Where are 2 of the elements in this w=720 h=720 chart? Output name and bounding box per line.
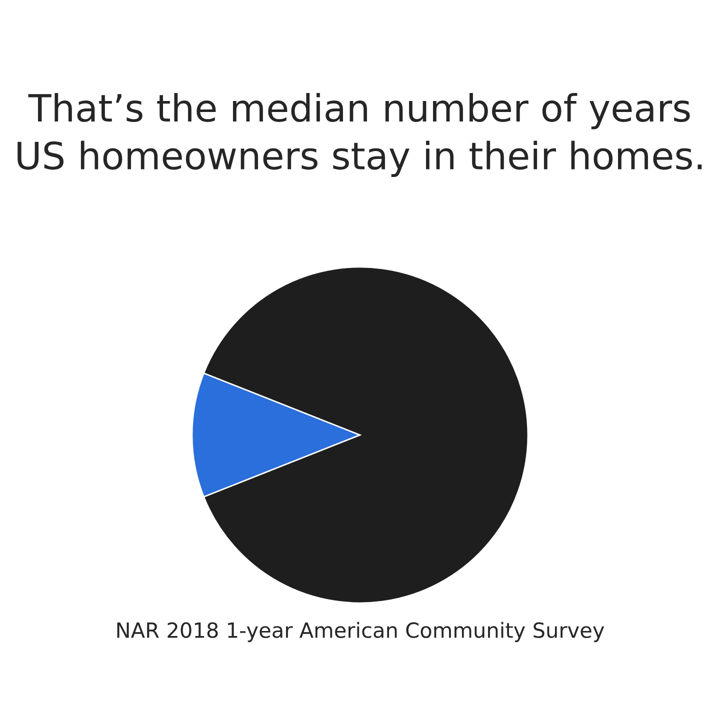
chart-title: That’s the median number of years US homeowners stay in their homes. (18, 93, 702, 177)
text: NAR 2018 1-year American Community Survey (117, 622, 604, 642)
